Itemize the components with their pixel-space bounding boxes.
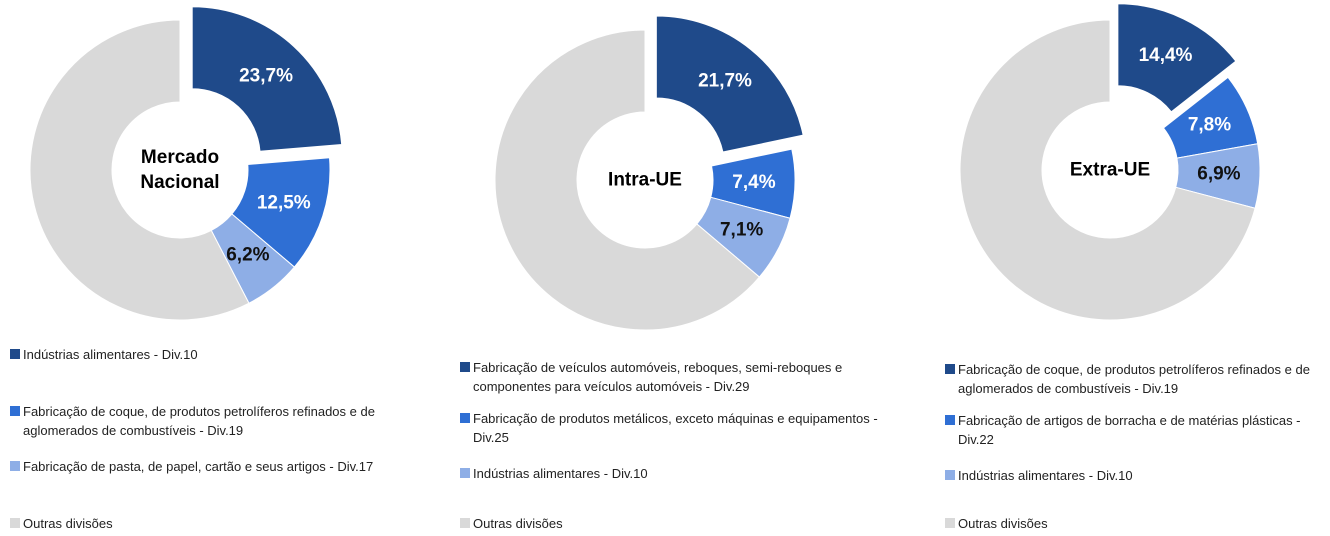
legend-text: Fabricação de artigos de borracha e de m…: [958, 413, 1301, 447]
legend-swatch: [945, 364, 955, 374]
legend-swatch: [10, 461, 20, 471]
legend-item: Fabricação de coque, de produtos petrolí…: [10, 402, 400, 440]
legend-item: Outras divisões: [10, 514, 400, 533]
legend-item: Fabricação de produtos metálicos, exceto…: [460, 409, 890, 447]
value-label: 23,7%: [239, 66, 293, 87]
legend-text: Fabricação de pasta, de papel, cartão e …: [23, 459, 374, 474]
legend-text: Fabricação de veículos automóveis, reboq…: [473, 360, 843, 394]
legend-text: Indústrias alimentares - Div.10: [23, 347, 198, 362]
legend-swatch: [10, 518, 20, 528]
donut-segment: [1117, 3, 1237, 113]
legend-swatch: [945, 470, 955, 480]
center-label: Extra-UE: [1069, 159, 1151, 181]
legend-item: Fabricação de coque, de produtos petrolí…: [945, 360, 1330, 398]
legend-text: Fabricação de produtos metálicos, exceto…: [473, 411, 878, 445]
donut-segment: [191, 6, 343, 152]
legend-swatch: [460, 362, 470, 372]
donut-segment: [29, 19, 250, 321]
legend-text: Indústrias alimentares - Div.10: [958, 468, 1133, 483]
legend-item: Indústrias alimentares - Div.10: [945, 466, 1330, 485]
value-label: 6,9%: [1197, 163, 1240, 184]
legend-item: Outras divisões: [945, 514, 1330, 533]
legend-item: Fabricação de artigos de borracha e de m…: [945, 411, 1330, 449]
center-label: Intra-UE: [608, 169, 682, 191]
legend-item: Outras divisões: [460, 514, 890, 533]
value-label: 7,4%: [732, 172, 775, 193]
legend-text: Outras divisões: [473, 516, 563, 531]
legend-swatch: [945, 518, 955, 528]
value-label: 12,5%: [257, 192, 311, 213]
legend-item: Fabricação de veículos automóveis, reboq…: [460, 358, 890, 396]
value-label: 7,1%: [720, 219, 763, 240]
legend-text: Fabricação de coque, de produtos petrolí…: [958, 362, 1310, 396]
legend-text: Fabricação de coque, de produtos petrolí…: [23, 404, 375, 438]
legend-swatch: [10, 406, 20, 416]
value-label: 14,4%: [1139, 45, 1193, 66]
legend-item: Indústrias alimentares - Div.10: [10, 345, 400, 364]
legend-text: Outras divisões: [958, 516, 1048, 531]
donut-segment: [655, 15, 804, 153]
legend-swatch: [460, 518, 470, 528]
legend-swatch: [460, 468, 470, 478]
value-label: 6,2%: [226, 244, 269, 265]
legend-text: Indústrias alimentares - Div.10: [473, 466, 648, 481]
legend-swatch: [945, 415, 955, 425]
value-label: 21,7%: [698, 70, 752, 91]
donut-segment: [494, 29, 761, 331]
donut-segment: [959, 19, 1256, 321]
center-label: Mercado Nacional: [140, 147, 220, 193]
legend-swatch: [10, 349, 20, 359]
legend-item: Indústrias alimentares - Div.10: [460, 464, 890, 483]
legend-swatch: [460, 413, 470, 423]
legend-text: Outras divisões: [23, 516, 113, 531]
value-label: 7,8%: [1188, 114, 1231, 135]
legend-item: Fabricação de pasta, de papel, cartão e …: [10, 457, 400, 476]
